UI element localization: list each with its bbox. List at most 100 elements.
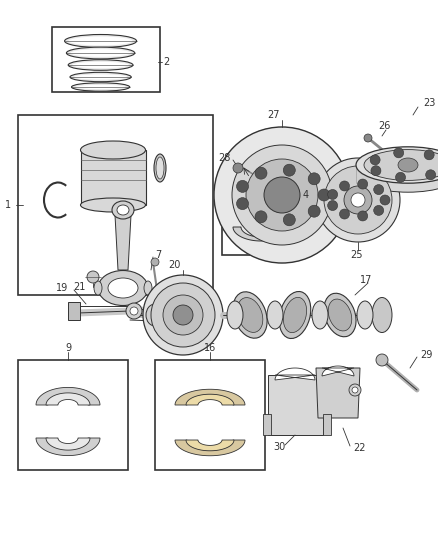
- Circle shape: [255, 167, 267, 179]
- Circle shape: [370, 155, 380, 165]
- Circle shape: [87, 271, 99, 283]
- Ellipse shape: [67, 47, 135, 59]
- Text: 19: 19: [56, 283, 68, 293]
- Text: 30: 30: [273, 442, 285, 452]
- Polygon shape: [115, 215, 131, 270]
- Circle shape: [374, 205, 384, 215]
- Circle shape: [308, 205, 320, 217]
- Circle shape: [394, 148, 404, 158]
- Circle shape: [214, 127, 350, 263]
- Circle shape: [143, 275, 223, 355]
- Ellipse shape: [154, 154, 166, 182]
- Polygon shape: [275, 368, 315, 380]
- Ellipse shape: [94, 281, 102, 295]
- Circle shape: [126, 303, 142, 319]
- Ellipse shape: [357, 301, 373, 329]
- Text: 29: 29: [420, 350, 432, 360]
- Polygon shape: [233, 186, 289, 200]
- Circle shape: [237, 198, 248, 209]
- Bar: [18, 360, 128, 470]
- Circle shape: [364, 134, 372, 142]
- Circle shape: [233, 163, 243, 173]
- Ellipse shape: [108, 278, 138, 298]
- Circle shape: [308, 173, 320, 185]
- Circle shape: [328, 200, 338, 211]
- Ellipse shape: [69, 36, 133, 45]
- Circle shape: [130, 307, 138, 315]
- Circle shape: [324, 166, 392, 234]
- Text: 28: 28: [218, 153, 230, 163]
- Ellipse shape: [227, 301, 243, 329]
- Text: 20: 20: [168, 260, 180, 270]
- Bar: [222, 165, 300, 255]
- Text: 26: 26: [378, 121, 390, 131]
- Text: 1: 1: [5, 200, 11, 210]
- Ellipse shape: [117, 205, 129, 215]
- Circle shape: [380, 195, 390, 205]
- Text: 9: 9: [65, 343, 71, 353]
- Circle shape: [351, 193, 365, 207]
- Ellipse shape: [372, 297, 392, 333]
- Circle shape: [426, 170, 436, 180]
- Ellipse shape: [146, 304, 164, 326]
- Text: 17: 17: [360, 275, 372, 285]
- Circle shape: [376, 354, 388, 366]
- Ellipse shape: [283, 297, 307, 333]
- Polygon shape: [36, 438, 100, 456]
- Bar: [68, 302, 80, 320]
- Ellipse shape: [312, 301, 328, 329]
- Ellipse shape: [267, 301, 283, 329]
- Circle shape: [344, 186, 372, 214]
- Circle shape: [358, 179, 367, 189]
- Ellipse shape: [279, 292, 311, 338]
- Circle shape: [318, 189, 330, 201]
- Polygon shape: [175, 389, 245, 405]
- Polygon shape: [322, 366, 354, 376]
- Ellipse shape: [356, 156, 438, 192]
- Circle shape: [396, 172, 406, 182]
- Ellipse shape: [233, 292, 267, 338]
- Circle shape: [246, 159, 318, 231]
- Ellipse shape: [398, 158, 418, 172]
- Ellipse shape: [72, 62, 129, 68]
- Circle shape: [349, 384, 361, 396]
- Circle shape: [151, 283, 215, 347]
- Circle shape: [232, 145, 332, 245]
- Ellipse shape: [112, 201, 134, 219]
- Text: 4: 4: [303, 190, 309, 200]
- Circle shape: [339, 209, 350, 219]
- Circle shape: [339, 181, 350, 191]
- Ellipse shape: [144, 281, 152, 295]
- Ellipse shape: [356, 147, 438, 183]
- Bar: [155, 360, 265, 470]
- Circle shape: [316, 158, 400, 242]
- Polygon shape: [268, 375, 322, 435]
- Ellipse shape: [98, 271, 148, 305]
- Polygon shape: [46, 438, 90, 450]
- Ellipse shape: [81, 141, 145, 159]
- Text: 22: 22: [353, 443, 365, 453]
- Ellipse shape: [74, 74, 127, 80]
- Bar: [81, 150, 145, 205]
- Ellipse shape: [187, 297, 212, 333]
- Ellipse shape: [70, 72, 131, 82]
- Polygon shape: [46, 393, 90, 405]
- Polygon shape: [186, 394, 234, 405]
- Polygon shape: [186, 440, 234, 451]
- Ellipse shape: [364, 150, 438, 180]
- Text: 27: 27: [267, 110, 279, 120]
- Circle shape: [163, 295, 203, 335]
- Circle shape: [255, 211, 267, 223]
- Ellipse shape: [177, 301, 193, 329]
- Circle shape: [264, 177, 300, 213]
- Ellipse shape: [324, 293, 356, 337]
- Ellipse shape: [184, 292, 217, 338]
- Circle shape: [283, 164, 295, 176]
- Text: 25: 25: [350, 250, 363, 260]
- Ellipse shape: [71, 83, 130, 91]
- Ellipse shape: [237, 297, 263, 333]
- Circle shape: [328, 189, 338, 199]
- Circle shape: [371, 166, 381, 176]
- Circle shape: [424, 150, 434, 160]
- Polygon shape: [316, 368, 360, 418]
